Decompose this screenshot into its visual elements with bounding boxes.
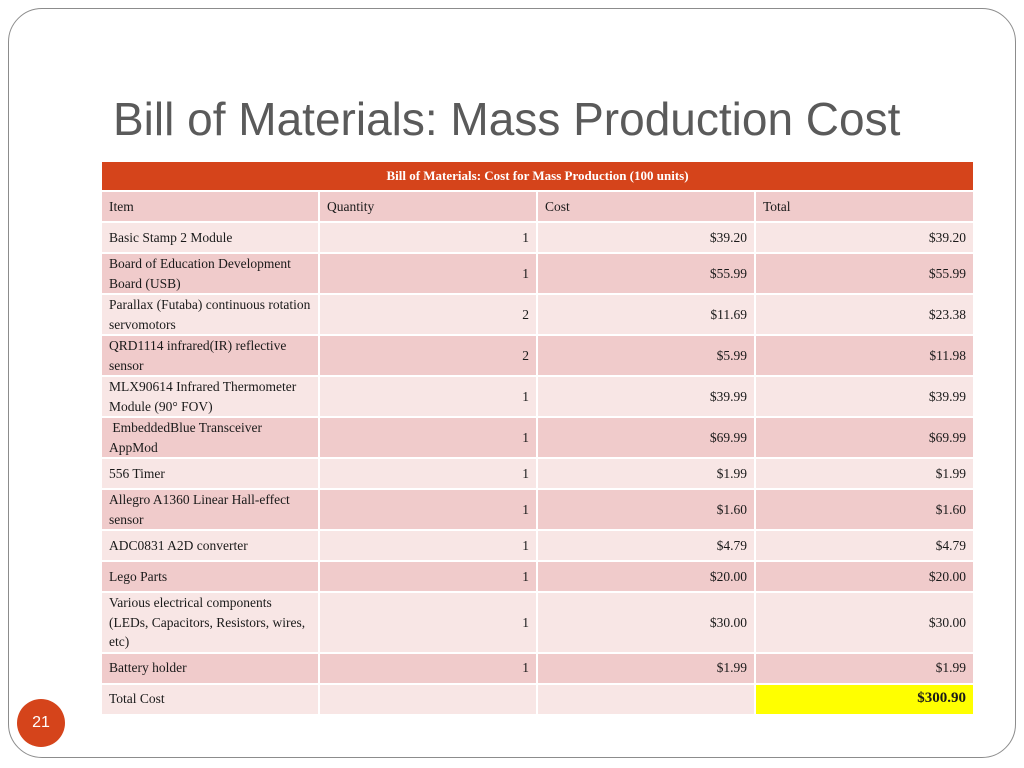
quantity-cell: 1 bbox=[320, 562, 538, 593]
total-cell: $1.60 bbox=[756, 490, 973, 531]
total-cell: $39.99 bbox=[756, 377, 973, 418]
cost-cell: $69.99 bbox=[538, 418, 756, 459]
table-row: ADC0831 A2D converter 1 $4.79 $4.79 bbox=[102, 531, 973, 562]
quantity-cell: 2 bbox=[320, 336, 538, 377]
total-cell: $55.99 bbox=[756, 254, 973, 295]
cost-cell: $39.20 bbox=[538, 223, 756, 254]
cost-cell: $55.99 bbox=[538, 254, 756, 295]
header-quantity: Quantity bbox=[320, 192, 538, 223]
grand-total-value: $300.90 bbox=[756, 684, 973, 716]
cost-cell: $4.79 bbox=[538, 531, 756, 562]
item-cell: Parallax (Futaba) continuous rotation se… bbox=[102, 295, 320, 336]
cost-cell: $30.00 bbox=[538, 593, 756, 654]
bom-table: Bill of Materials: Cost for Mass Product… bbox=[102, 162, 973, 716]
table-row: QRD1114 infrared(IR) reflective sensor 2… bbox=[102, 336, 973, 377]
table-row: Lego Parts 1 $20.00 $20.00 bbox=[102, 562, 973, 593]
total-label: Total Cost bbox=[102, 684, 320, 716]
item-cell: MLX90614 Infrared Thermometer Module (90… bbox=[102, 377, 320, 418]
item-cell: Various electrical components (LEDs, Cap… bbox=[102, 593, 320, 654]
item-cell: EmbeddedBlue Transceiver AppMod bbox=[102, 418, 320, 459]
cost-cell: $11.69 bbox=[538, 295, 756, 336]
header-cost: Cost bbox=[538, 192, 756, 223]
table-row: Battery holder 1 $1.99 $1.99 bbox=[102, 653, 973, 685]
total-cell: $39.20 bbox=[756, 223, 973, 254]
cost-cell: $1.99 bbox=[538, 653, 756, 685]
page-number-badge: 21 bbox=[17, 699, 65, 747]
cost-cell: $39.99 bbox=[538, 377, 756, 418]
empty-cell bbox=[538, 684, 756, 716]
table-header-row: Item Quantity Cost Total bbox=[102, 192, 973, 223]
item-cell: Allegro A1360 Linear Hall-effect sensor bbox=[102, 490, 320, 531]
cost-cell: $20.00 bbox=[538, 562, 756, 593]
item-cell: Board of Education Development Board (US… bbox=[102, 254, 320, 295]
table-row: EmbeddedBlue Transceiver AppMod 1 $69.99… bbox=[102, 418, 973, 459]
item-cell: Basic Stamp 2 Module bbox=[102, 223, 320, 254]
total-cell: $30.00 bbox=[756, 593, 973, 654]
header-total: Total bbox=[756, 192, 973, 223]
item-cell: QRD1114 infrared(IR) reflective sensor bbox=[102, 336, 320, 377]
slide-title: Bill of Materials: Mass Production Cost bbox=[113, 93, 901, 145]
total-cell: $11.98 bbox=[756, 336, 973, 377]
table-row: 556 Timer 1 $1.99 $1.99 bbox=[102, 459, 973, 490]
total-row: Total Cost $300.90 bbox=[102, 684, 973, 716]
quantity-cell: 1 bbox=[320, 459, 538, 490]
table-row: Basic Stamp 2 Module 1 $39.20 $39.20 bbox=[102, 223, 973, 254]
item-cell: Battery holder bbox=[102, 653, 320, 685]
table-row: MLX90614 Infrared Thermometer Module (90… bbox=[102, 377, 973, 418]
table-caption: Bill of Materials: Cost for Mass Product… bbox=[102, 162, 973, 192]
total-cell: $23.38 bbox=[756, 295, 973, 336]
header-item: Item bbox=[102, 192, 320, 223]
quantity-cell: 1 bbox=[320, 223, 538, 254]
item-cell: ADC0831 A2D converter bbox=[102, 531, 320, 562]
total-cell: $1.99 bbox=[756, 653, 973, 685]
cost-cell: $1.60 bbox=[538, 490, 756, 531]
quantity-cell: 2 bbox=[320, 295, 538, 336]
table-row: Allegro A1360 Linear Hall-effect sensor … bbox=[102, 490, 973, 531]
quantity-cell: 1 bbox=[320, 531, 538, 562]
quantity-cell: 1 bbox=[320, 418, 538, 459]
total-cell: $4.79 bbox=[756, 531, 973, 562]
table-row: Parallax (Futaba) continuous rotation se… bbox=[102, 295, 973, 336]
cost-cell: $1.99 bbox=[538, 459, 756, 490]
table-row: Various electrical components (LEDs, Cap… bbox=[102, 593, 973, 654]
total-cell: $1.99 bbox=[756, 459, 973, 490]
item-cell: 556 Timer bbox=[102, 459, 320, 490]
quantity-cell: 1 bbox=[320, 490, 538, 531]
empty-cell bbox=[320, 684, 538, 716]
item-cell: Lego Parts bbox=[102, 562, 320, 593]
total-cell: $20.00 bbox=[756, 562, 973, 593]
quantity-cell: 1 bbox=[320, 254, 538, 295]
cost-cell: $5.99 bbox=[538, 336, 756, 377]
table-row: Board of Education Development Board (US… bbox=[102, 254, 973, 295]
quantity-cell: 1 bbox=[320, 593, 538, 654]
quantity-cell: 1 bbox=[320, 653, 538, 685]
quantity-cell: 1 bbox=[320, 377, 538, 418]
total-cell: $69.99 bbox=[756, 418, 973, 459]
